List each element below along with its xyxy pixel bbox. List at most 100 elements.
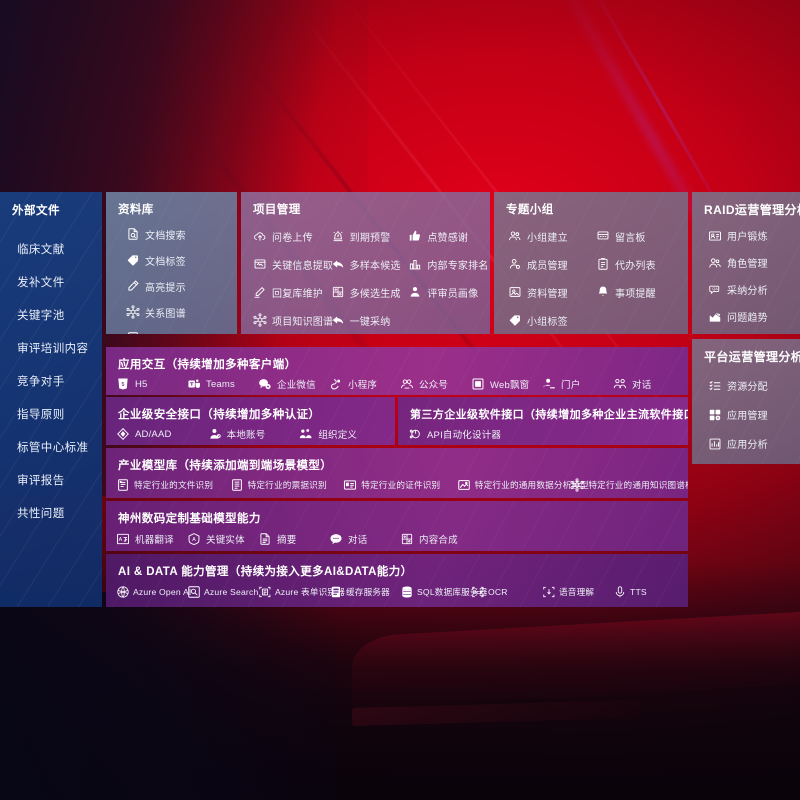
app-manage-icon <box>708 408 722 422</box>
project-item-label: 多候选生成 <box>349 288 401 300</box>
ai-data-item-ocr[interactable]: OCR OCR <box>471 581 542 603</box>
sidebar-item-common-issues[interactable]: 共性问题 <box>17 507 65 520</box>
sidebar-item-guidelines[interactable]: 指导原则 <box>17 408 65 421</box>
security-item-ad-aad[interactable]: AD/AAD <box>116 424 208 444</box>
platform-item-app-analysis[interactable]: 应用分析 <box>706 429 792 458</box>
library-item-document-tag[interactable]: 文档标签 <box>124 247 229 273</box>
raid-item-role-manage[interactable]: 角色管理 <box>706 249 792 276</box>
platform-item-app-manage[interactable]: 应用管理 <box>706 400 792 429</box>
base-model-item-label: 摘要 <box>277 535 297 546</box>
raid-item-label: 角色管理 <box>727 259 768 270</box>
ai-data-item-form-recognizer[interactable]: Azure 表单识别器 <box>258 581 345 603</box>
base-model-item-key-entity[interactable]: A 关键实体 <box>187 528 258 550</box>
raid-item-user-training[interactable]: 用户锻炼 <box>706 222 792 249</box>
project-item-questionnaire-upload[interactable]: 问卷上传 <box>251 222 329 250</box>
base-model-item-machine-translation[interactable]: A 机器翻译 <box>116 528 187 550</box>
platform-item-label: 应用分析 <box>727 440 768 451</box>
platform-item-resource-allocation[interactable]: 资源分配 <box>706 371 792 400</box>
project-item-expiry-alert[interactable]: 到期预警 <box>329 222 407 250</box>
platform-item-label: 资源分配 <box>727 382 768 393</box>
sidebar-item-keyword-pool[interactable]: 关键字池 <box>17 309 65 322</box>
sidebar-item-competitors[interactable]: 竞争对手 <box>17 375 65 388</box>
security-item-label: 组织定义 <box>318 430 358 441</box>
project-item-one-click-adopt[interactable]: 一键采纳 <box>329 306 407 334</box>
project-item-label: 关键信息提取 <box>272 260 334 272</box>
ai-data-item-azure-search[interactable]: Azure Search <box>187 581 258 603</box>
security-item-organization[interactable]: 组织定义 <box>299 424 391 444</box>
group-item-group-tag[interactable]: 小组标签 <box>506 306 594 334</box>
base-model-item-content-synthesis[interactable]: 内容合成 <box>400 528 471 550</box>
wechat-work-icon <box>258 377 272 391</box>
library-item-document-category[interactable]: 文档分类 <box>124 325 229 334</box>
project-item-thanks[interactable]: 点赞感谢 <box>406 222 484 250</box>
project-item-reviewer-portrait[interactable]: 评审员画像 <box>406 278 484 306</box>
interact-item-wechat-work[interactable]: 企业微信 <box>258 374 329 394</box>
sidebar-item-review-report[interactable]: 审评报告 <box>17 474 65 487</box>
project-item-label: 项目知识图谱 <box>272 316 334 328</box>
group-item-create-group[interactable]: 小组建立 <box>506 222 594 250</box>
security-item-local-account[interactable]: 本地账号 <box>208 424 300 444</box>
background-bottom-left-fade <box>0 592 336 800</box>
industry-model-item-data-analysis[interactable]: 特定行业的通用数据分析模型 <box>457 475 589 495</box>
interact-item-portal[interactable]: 门户 <box>542 374 613 394</box>
ai-data-item-speech-understanding[interactable]: 语音理解 <box>542 581 613 603</box>
interact-item-label: 企业微信 <box>277 380 316 391</box>
group-item-label: 小组标签 <box>527 316 568 328</box>
sidebar-external-files: 外部文件 临床文献 发补文件 关键字池 审评培训内容 竞争对手 指导原则 标管中… <box>0 192 102 607</box>
back-arrow-icon <box>331 313 345 327</box>
library-item-document-search[interactable]: 文档搜索 <box>124 221 229 247</box>
group-item-member-manage[interactable]: 成员管理 <box>506 250 594 278</box>
group-item-message-board[interactable]: 留言板 <box>594 222 682 250</box>
project-item-multi-sample-candidate[interactable]: 多样本候选 <box>329 250 407 278</box>
industry-model-item-id-recognition[interactable]: 特定行业的证件识别 <box>343 475 457 495</box>
interact-item-official-account[interactable]: 公众号 <box>400 374 471 394</box>
cache-server-icon <box>329 585 343 599</box>
interact-items: 5 H5 Teams 企业微信 小程序 公众号 Web飘窗 <box>106 372 688 394</box>
data-analysis-icon <box>457 478 471 492</box>
trend-chart-icon <box>708 310 722 324</box>
interact-item-dialog[interactable]: 对话 <box>613 374 684 394</box>
interact-item-mini-program[interactable]: 小程序 <box>329 374 400 394</box>
sidebar-item-review-training[interactable]: 审评培训内容 <box>17 342 89 355</box>
group-item-label: 小组建立 <box>527 232 568 244</box>
portal-icon <box>542 377 556 391</box>
interact-item-label: Teams <box>206 378 235 390</box>
raid-item-issue-trend[interactable]: 问题趋势 <box>706 303 792 330</box>
sidebar-item-supplement-files[interactable]: 发补文件 <box>17 276 65 289</box>
person-portrait-icon <box>408 285 422 299</box>
group-item-reminder[interactable]: 事项提醒 <box>594 278 682 306</box>
industry-model-items: 特定行业的文件识别 特定行业的票据识别 特定行业的证件识别 特定行业的通用数据分… <box>106 473 688 495</box>
industry-model-item-invoice-recognition[interactable]: 特定行业的票据识别 <box>230 475 344 495</box>
ai-data-item-sql-database[interactable]: SQL数据库服务器 <box>400 581 487 603</box>
sidebar-item-standards-center[interactable]: 标管中心标准 <box>17 441 89 454</box>
panel-project-management: 项目管理 问卷上传 到期预警 点赞感谢 关键信息提取 多样本候选 <box>241 192 490 334</box>
library-item-highlight[interactable]: 高亮提示 <box>124 273 229 299</box>
raid-title: RAID运营管理分析 <box>704 203 800 217</box>
project-item-expert-ranking[interactable]: 内部专家排名 <box>406 250 488 278</box>
third-party-item-api-designer[interactable]: API自动化设计器 <box>408 424 684 444</box>
group-item-todo-list[interactable]: 代办列表 <box>594 250 682 278</box>
ai-data-item-cache-server[interactable]: 缓存服务器 <box>329 581 400 603</box>
interact-item-teams[interactable]: Teams <box>187 374 258 394</box>
project-item-multi-candidate-generate[interactable]: 多候选生成 <box>329 278 407 306</box>
industry-model-item-file-recognition[interactable]: 特定行业的文件识别 <box>116 475 230 495</box>
library-item-label: 文档搜索 <box>145 230 186 242</box>
sidebar-item-clinical-literature[interactable]: 临床文献 <box>17 243 65 256</box>
dialog-icon <box>613 377 627 391</box>
project-item-key-info-extract[interactable]: 关键信息提取 <box>251 250 333 278</box>
group-item-material-manage[interactable]: 资料管理 <box>506 278 594 306</box>
raid-item-adoption-analysis[interactable]: QA 采纳分析 <box>706 276 792 303</box>
interact-item-web-popup[interactable]: Web飘窗 <box>471 374 542 394</box>
knowledge-graph-icon <box>253 313 267 327</box>
interact-item-h5[interactable]: 5 H5 <box>116 374 187 394</box>
platform-item-label: 应用管理 <box>727 411 768 422</box>
industry-model-item-knowledge-graph[interactable]: 特定行业的通用知识图谱模型 <box>570 475 688 495</box>
member-manage-icon <box>508 257 522 271</box>
ai-data-item-azure-openai[interactable]: Azure Open AI <box>116 581 191 603</box>
project-item-reply-library[interactable]: 回复库维护 <box>251 278 329 306</box>
base-model-item-chat[interactable]: 对话 <box>329 528 400 550</box>
ai-data-item-tts[interactable]: TTS <box>613 581 684 603</box>
base-model-item-summary[interactable]: 摘要 <box>258 528 329 550</box>
project-item-knowledge-graph[interactable]: 项目知识图谱 <box>251 306 333 334</box>
library-item-relation-graph[interactable]: 关系图谱 <box>124 299 229 325</box>
